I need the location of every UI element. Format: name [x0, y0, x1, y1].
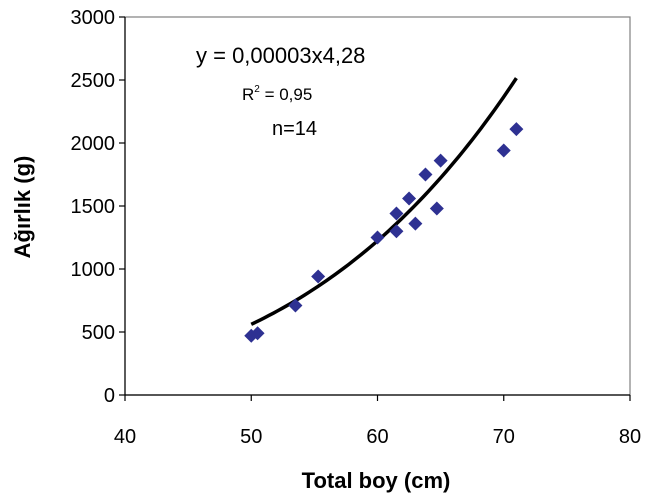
data-point-diamond: [429, 201, 444, 216]
trendline-equation: y = 0,00003x4,28: [196, 43, 365, 68]
x-tick-label: 40: [114, 426, 136, 448]
y-axis-ticks: 0 500 1000 1500 2000 2500 3000: [71, 7, 125, 407]
data-point-diamond: [509, 122, 524, 137]
y-tick-label: 500: [82, 322, 115, 344]
sample-size-label: n=14: [272, 118, 317, 140]
axes: [124, 16, 631, 396]
power-trendline: [250, 77, 518, 326]
y-tick-label: 1500: [71, 196, 116, 218]
y-tick-label: 2000: [71, 133, 116, 155]
y-tick-label: 1000: [71, 259, 116, 281]
r-squared-sup: 2: [254, 84, 260, 95]
data-point-diamond: [288, 298, 303, 313]
x-tick-label: 50: [240, 426, 262, 448]
y-tick-label: 2500: [71, 70, 116, 92]
data-point-diamond: [433, 153, 448, 168]
r-squared-value: = 0,95: [260, 85, 312, 104]
y-axis-title: Ağırlık (g): [10, 156, 35, 259]
r-squared-prefix: R: [242, 85, 254, 104]
plot-area-border: [124, 16, 631, 396]
data-point-diamond: [389, 206, 404, 221]
x-tick-label: 80: [619, 426, 641, 448]
data-point-diamond: [311, 269, 326, 284]
x-tick-label: 70: [493, 426, 515, 448]
x-axis-title: Total boy (cm): [302, 468, 451, 493]
data-point-diamond: [389, 224, 404, 239]
data-point-diamond: [370, 230, 385, 245]
y-tick-label: 3000: [71, 7, 116, 29]
x-tick-label: 60: [366, 426, 388, 448]
data-point-diamond: [418, 167, 433, 182]
y-tick-label: 0: [104, 385, 115, 407]
r-squared-label: R2 = 0,95: [242, 84, 312, 104]
data-point-diamond: [402, 191, 417, 206]
data-point-diamond: [408, 216, 423, 231]
data-point-diamond: [496, 143, 511, 158]
data-point-diamond: [250, 326, 265, 341]
x-axis-ticks: 40 50 60 70 80: [114, 395, 641, 448]
data-points: [244, 122, 524, 343]
